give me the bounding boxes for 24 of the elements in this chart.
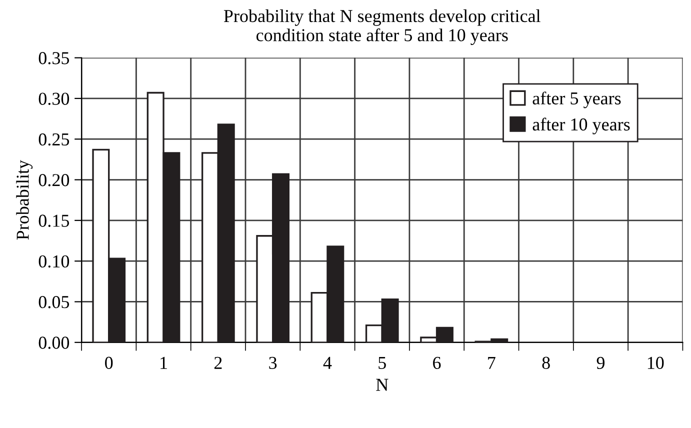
chart-title: Probability that N segments develop critical condition state after 5 and 10 years bbox=[224, 9, 540, 46]
y-tick-label: 0.10 bbox=[38, 255, 70, 268]
legend-label: after 5 years bbox=[532, 92, 621, 108]
x-tick-label: 1 bbox=[160, 356, 167, 369]
y-axis-title: Probability bbox=[16, 160, 33, 240]
x-tick-label: 5 bbox=[378, 356, 386, 369]
x-tick-label: 2 bbox=[214, 356, 222, 369]
y-tick-label: 0.05 bbox=[38, 296, 70, 308]
y-tick-label: 0.35 bbox=[38, 52, 70, 64]
x-axis-title: N bbox=[376, 378, 388, 391]
x-tick-label: 0 bbox=[105, 356, 113, 369]
x-tick-label: 8 bbox=[542, 356, 550, 369]
x-tick-label: 4 bbox=[323, 356, 332, 369]
x-tick-label: 10 bbox=[648, 356, 664, 369]
x-tick-label: 7 bbox=[488, 356, 496, 369]
x-tick-label: 3 bbox=[269, 356, 277, 369]
y-tick-label: 0.00 bbox=[38, 336, 70, 349]
y-tick-label: 0.25 bbox=[38, 133, 70, 146]
legend-label: after 10 years bbox=[532, 118, 630, 134]
y-tick-label: 0.30 bbox=[38, 92, 70, 105]
x-tick-label: 6 bbox=[433, 356, 441, 369]
y-tick-label: 0.20 bbox=[38, 174, 70, 186]
y-tick-label: 0.15 bbox=[38, 214, 70, 227]
x-tick-label: 9 bbox=[596, 356, 605, 369]
